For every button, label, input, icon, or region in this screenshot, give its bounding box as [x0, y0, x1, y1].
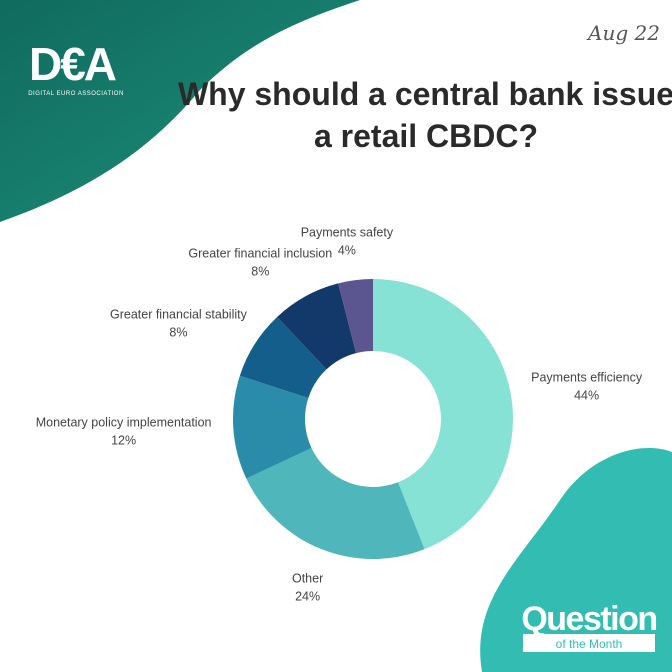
bottom-blob [480, 448, 672, 672]
logo: D€A [29, 38, 116, 90]
date: Aug 22 [586, 21, 660, 45]
donut-slice [373, 279, 513, 550]
donut-slice [246, 447, 425, 559]
slice-label: Payments safety [301, 225, 394, 239]
logo-tagline: DIGITAL EURO ASSOCIATION [28, 91, 124, 97]
slice-label: Monetary policy implementation [36, 415, 212, 429]
badge-subtitle: of the Month [556, 637, 623, 651]
badge-box [523, 634, 655, 652]
slice-label: Other [292, 571, 323, 585]
slice-value-label: 8% [169, 326, 187, 340]
slice-value-label: 4% [338, 243, 356, 257]
donut-slice [277, 283, 357, 370]
chart-title: Why should a central bank issue a retail … [178, 76, 672, 154]
badge-title: Question [521, 600, 656, 638]
slice-label: Greater financial stability [110, 308, 248, 322]
slice-label: Payments efficiency [531, 370, 643, 384]
donut-slice [239, 316, 327, 398]
slice-value-label: 12% [111, 433, 136, 447]
slice-label: Greater financial inclusion [188, 246, 332, 260]
donut-slice [232, 375, 312, 479]
slice-value-label: 8% [251, 264, 269, 278]
donut-slice [338, 279, 373, 354]
slice-value-label: 24% [295, 589, 320, 603]
top-blob [0, 0, 360, 222]
slice-value-label: 44% [574, 388, 599, 402]
